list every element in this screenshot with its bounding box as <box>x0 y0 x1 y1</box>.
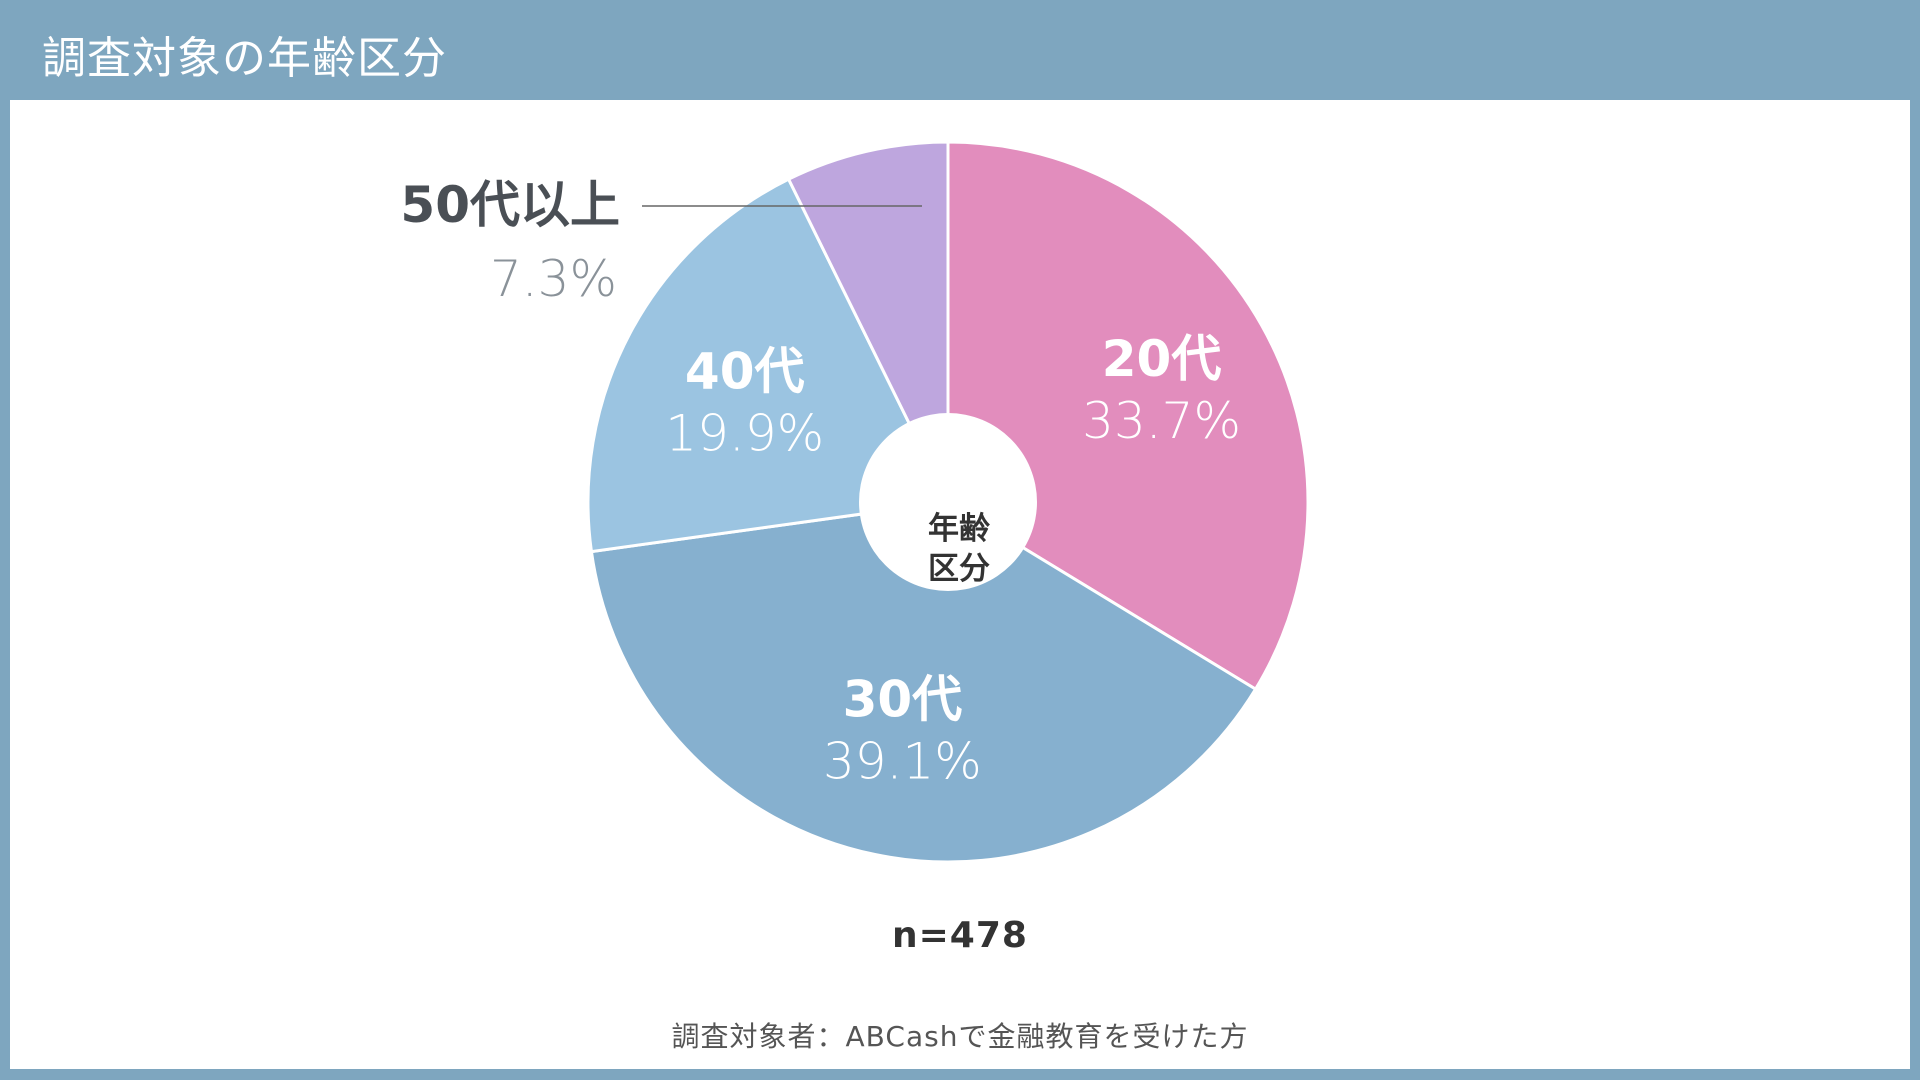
header-bar: 調査対象の年齢区分 <box>0 0 1920 99</box>
pie-slice-50plus <box>786 140 950 503</box>
pie-slice-40s <box>586 177 951 554</box>
pie-slice-20s <box>946 140 1310 692</box>
slice-label-40s-category: 40代 <box>685 342 805 400</box>
slice-label-50plus-value: 7.3% <box>490 250 617 308</box>
slice-label-30s-value: 39.1% <box>823 732 982 790</box>
slice-label-30s-category: 30代 <box>843 670 963 728</box>
footnote: 調査対象者：ABCashで金融教育を受けた方 <box>671 1020 1249 1053</box>
sample-size-label: n=478 <box>892 915 1028 956</box>
slice-label-50plus-category: 50代以上 <box>400 176 620 234</box>
slice-label-40s-value: 19.9% <box>665 404 824 462</box>
page-title: 調査対象の年齢区分 <box>42 33 447 84</box>
slice-label-20s-category: 20代 <box>1102 330 1222 388</box>
slice-label-20s-value: 33.7% <box>1082 392 1241 450</box>
center-label-line-1: 年齢 <box>928 511 990 547</box>
pie-slice-30s <box>589 500 1258 864</box>
pie-center-hole <box>859 413 1037 591</box>
center-label-line-2: 区分 <box>928 551 990 587</box>
pie-center-label: 年齢 区分 <box>870 460 1048 638</box>
